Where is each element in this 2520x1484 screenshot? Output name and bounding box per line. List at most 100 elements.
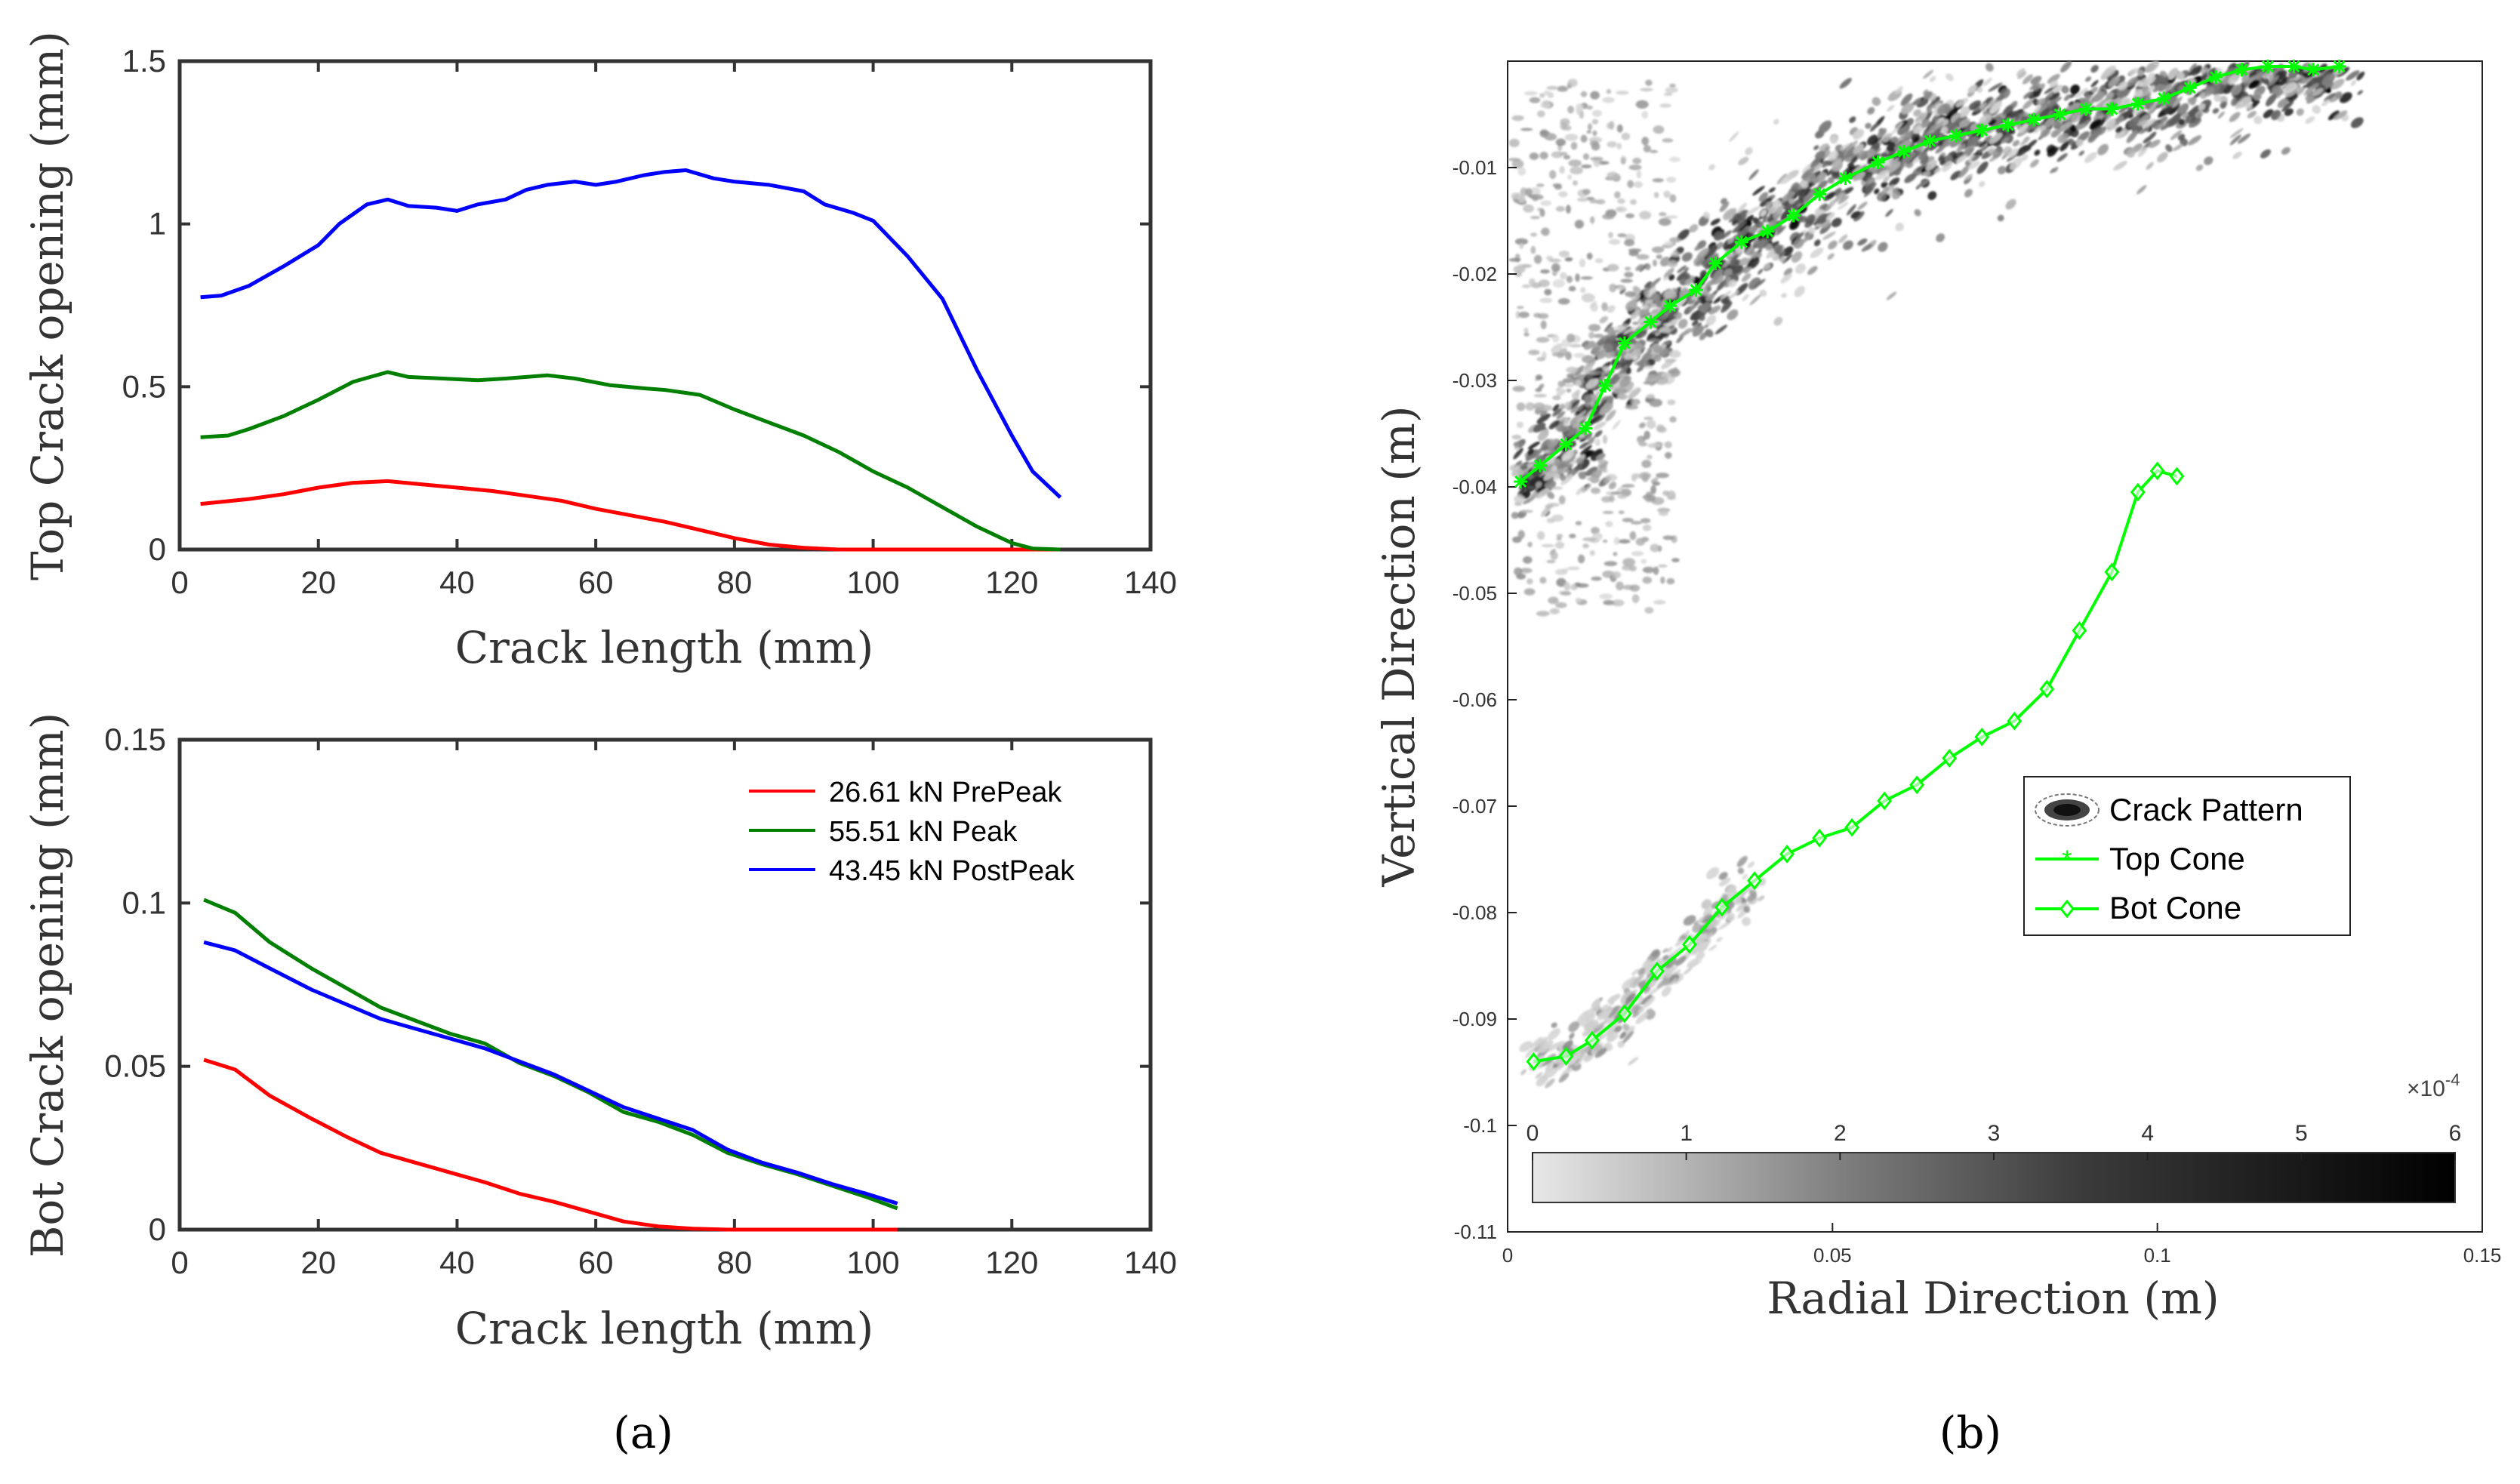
crack-cell [1536, 611, 1550, 617]
crack-cell [1582, 355, 1596, 364]
crack-cell [1560, 403, 1566, 410]
asterisk-stroke [2261, 60, 2275, 73]
crack-cell [2022, 99, 2034, 109]
crack-cell [1870, 123, 1878, 132]
crack-cell [2284, 108, 2294, 116]
crack-cell [1618, 393, 1628, 400]
crack-cell [1759, 197, 1773, 208]
crack-cell [1523, 91, 1538, 96]
colorbar-gradient [1532, 1152, 2456, 1203]
crack-cell [1881, 186, 1890, 195]
crack-cell [1617, 494, 1627, 499]
crack-cell [1743, 906, 1751, 913]
crack-cell [1641, 460, 1652, 468]
crack-cell [1552, 279, 1565, 288]
crack-cell [1620, 990, 1634, 1005]
crack-cell [1631, 551, 1644, 556]
crack-cell [1518, 311, 1530, 319]
y-tick-label: 0.15 [104, 722, 166, 757]
x-tick-label: 120 [985, 565, 1038, 600]
crack-cell [1702, 917, 1711, 924]
crack-cell [1575, 597, 1582, 603]
crack-cell [2281, 100, 2294, 112]
crack-cell [2186, 114, 2196, 124]
crack-cell [1857, 238, 1868, 246]
crack-cell [2028, 88, 2043, 100]
crack-cell [1671, 319, 1677, 325]
crack-cell [1813, 145, 1819, 150]
crack-cell [2263, 109, 2274, 119]
crack-cell [2069, 124, 2077, 132]
crack-cell [1650, 485, 1657, 494]
crack-cell [1628, 565, 1637, 572]
crack-cell [1679, 934, 1687, 941]
crack-cell [2108, 76, 2120, 88]
crack-cell [1656, 424, 1665, 432]
crack-cell [2068, 138, 2075, 146]
crack-cell [2053, 167, 2059, 173]
series-line-0 [203, 1058, 898, 1232]
plot-frame [177, 737, 1153, 1232]
asterisk-marker [1663, 299, 1677, 313]
crack-cell [1594, 429, 1603, 438]
y-axis-label: Bot Crack opening (mm) [22, 713, 73, 1258]
crack-cell [1800, 180, 1809, 189]
y-tick-label: -0.08 [1453, 901, 1497, 924]
crack-cell [1926, 105, 1933, 112]
crack-cell [1677, 319, 1688, 329]
y-tick-label: 0.05 [104, 1048, 166, 1084]
crack-cell [1592, 130, 1597, 137]
crack-cell [1742, 874, 1748, 880]
crack-cell [1880, 156, 1894, 167]
crack-cell [1979, 114, 1992, 125]
crack-cell [1582, 543, 1590, 549]
crack-cell [2334, 91, 2343, 99]
x-tick-labels: 0 20 40 60 80 100 120 140 [171, 1245, 1177, 1280]
crack-cell [2198, 103, 2206, 111]
crack-cell [2070, 103, 2081, 112]
crack-cell [1905, 162, 1914, 168]
crack-cell [1914, 209, 1921, 217]
crack-cell [1616, 91, 1629, 95]
crack-cell [1687, 958, 1699, 968]
crack-cell [1616, 124, 1623, 133]
crack-cell [1696, 313, 1705, 322]
crack-cell [2178, 119, 2186, 126]
x-tick-label: 140 [1124, 1245, 1177, 1280]
crack-cell [1535, 388, 1542, 393]
crack-cell [1575, 521, 1582, 526]
diamond-marker [1779, 845, 1795, 864]
crack-cell [1705, 315, 1717, 326]
crack-cell [1569, 343, 1582, 348]
crack-cell [1508, 257, 1521, 262]
crack-cell [2170, 130, 2183, 140]
crack-cell [1634, 473, 1640, 479]
crack-cell [2188, 135, 2202, 146]
crack-cell [1918, 146, 1924, 152]
asterisk-marker [2130, 97, 2145, 111]
crack-cell [1614, 191, 1621, 199]
crack-cell [1509, 464, 1521, 472]
y-tick-label: -0.09 [1453, 1008, 1497, 1030]
crack-cell [1747, 893, 1758, 902]
crack-cell [1644, 959, 1652, 966]
crack-cell [1617, 233, 1627, 238]
diamond-marker [1942, 749, 1958, 768]
crack-cell [1607, 993, 1621, 1003]
crack-cell [2232, 151, 2242, 159]
crack-cell [1612, 571, 1621, 579]
x-tick-label: 40 [439, 1245, 475, 1280]
crack-cell [1857, 202, 1868, 211]
crack-cell [2139, 125, 2150, 134]
crack-cell [1917, 179, 1930, 188]
asterisk-marker [1579, 421, 1593, 436]
crack-cell [1891, 190, 1901, 200]
colorbar-tick-label: 3 [1988, 1121, 2001, 1146]
crack-cell [1560, 272, 1567, 280]
crack-cell [1635, 1011, 1649, 1024]
crack-cell [1577, 554, 1585, 564]
crack-cell [2050, 130, 2059, 138]
colorbar-tick-label: 1 [1680, 1121, 1693, 1146]
crack-cell [1891, 122, 1903, 135]
crack-cell [1706, 253, 1719, 265]
